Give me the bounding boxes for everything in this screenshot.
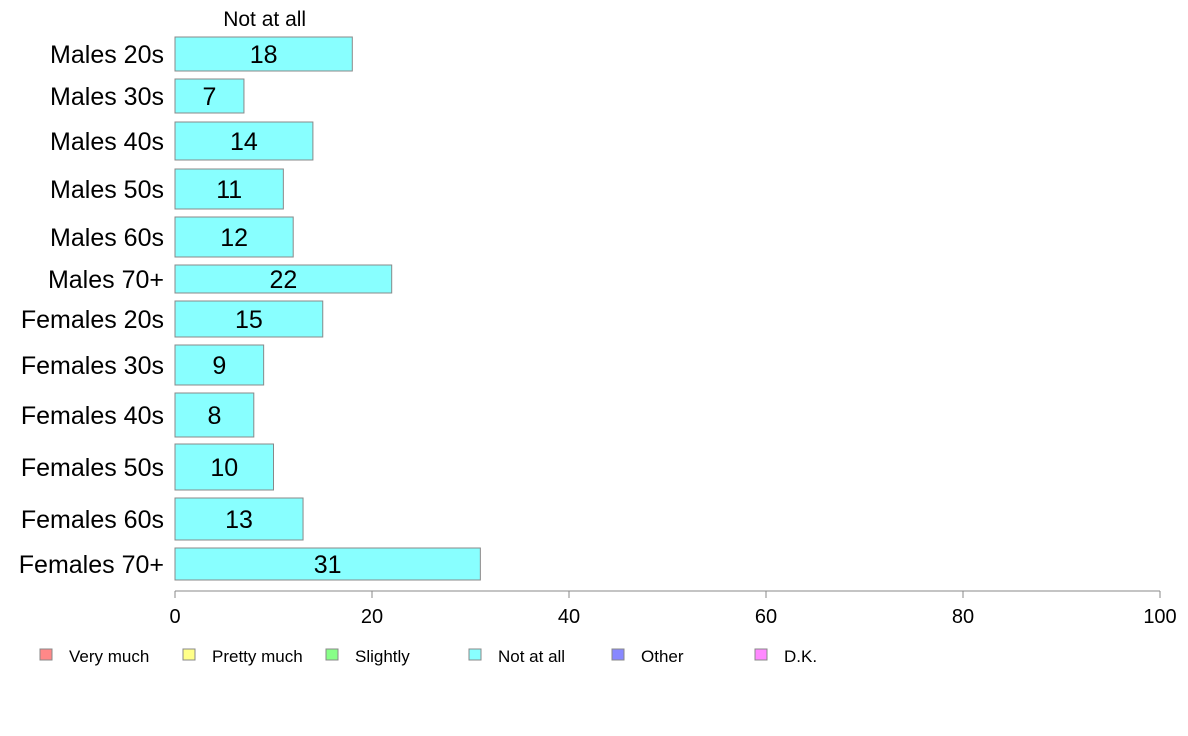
x-tick-label: 100 bbox=[1143, 606, 1176, 628]
category-label: Females 20s bbox=[21, 306, 164, 334]
x-tick-label: 80 bbox=[952, 606, 974, 628]
legend-label: Not at all bbox=[498, 647, 565, 666]
bar bbox=[174, 300, 324, 338]
bar-value-label: 10 bbox=[210, 454, 238, 482]
bar bbox=[174, 547, 481, 581]
legend-swatch bbox=[468, 648, 482, 661]
x-tick-label: 60 bbox=[755, 606, 777, 628]
category-label: Females 60s bbox=[21, 506, 164, 534]
bar-value-label: 11 bbox=[216, 176, 242, 204]
category-label: Females 40s bbox=[21, 402, 164, 430]
legend-label: D.K. bbox=[784, 647, 817, 666]
category-label: Females 50s bbox=[21, 454, 164, 482]
bar bbox=[174, 78, 245, 114]
legend-label: Slightly bbox=[355, 647, 410, 666]
bar bbox=[174, 121, 314, 161]
bar-value-label: 14 bbox=[230, 128, 258, 156]
bar-value-label: 8 bbox=[207, 402, 221, 430]
legend-swatch bbox=[325, 648, 339, 661]
category-label: Males 50s bbox=[50, 176, 164, 204]
category-label: Males 70+ bbox=[48, 266, 164, 294]
bar-value-label: 7 bbox=[203, 83, 217, 111]
category-label: Males 30s bbox=[50, 83, 164, 111]
x-tick-label: 40 bbox=[558, 606, 580, 628]
x-axis: 0 20 40 60 80 100 bbox=[169, 590, 1177, 628]
bar-value-label: 13 bbox=[225, 506, 253, 534]
legend-swatch bbox=[611, 648, 625, 661]
bar bbox=[174, 36, 353, 72]
bar bbox=[174, 392, 255, 438]
legend-label: Pretty much bbox=[212, 647, 303, 666]
legend-label: Other bbox=[641, 647, 684, 666]
legend-swatch bbox=[754, 648, 768, 661]
category-label: Males 60s bbox=[50, 224, 164, 252]
category-label: Males 40s bbox=[50, 128, 164, 156]
bar bbox=[174, 344, 265, 386]
bar-value-label: 22 bbox=[269, 266, 297, 294]
bar-value-label: 31 bbox=[314, 551, 342, 579]
legend: Very much Pretty much Slightly Not at all Ot… bbox=[39, 647, 817, 666]
legend-label: Very much bbox=[69, 647, 149, 666]
bar bbox=[174, 443, 274, 491]
bar bbox=[174, 264, 393, 294]
category-label: Females 70+ bbox=[19, 551, 164, 579]
bar-value-label: 9 bbox=[212, 352, 226, 380]
x-tick-label: 20 bbox=[361, 606, 383, 628]
bar bbox=[174, 216, 294, 258]
category-labels: Males 20s Males 30s Males 40s Males 50s Male… bbox=[19, 41, 164, 579]
bar bbox=[174, 497, 304, 541]
bar-value-label: 18 bbox=[250, 41, 278, 69]
legend-swatch bbox=[39, 648, 53, 661]
bar-value-label: 12 bbox=[220, 224, 248, 252]
bar-value-label: 15 bbox=[235, 306, 263, 334]
legend-swatch bbox=[182, 648, 196, 661]
bar bbox=[174, 168, 284, 210]
category-label: Females 30s bbox=[21, 352, 164, 380]
series-header: Not at all bbox=[223, 8, 306, 31]
category-label: Males 20s bbox=[50, 41, 164, 69]
x-tick-label: 0 bbox=[169, 606, 180, 628]
